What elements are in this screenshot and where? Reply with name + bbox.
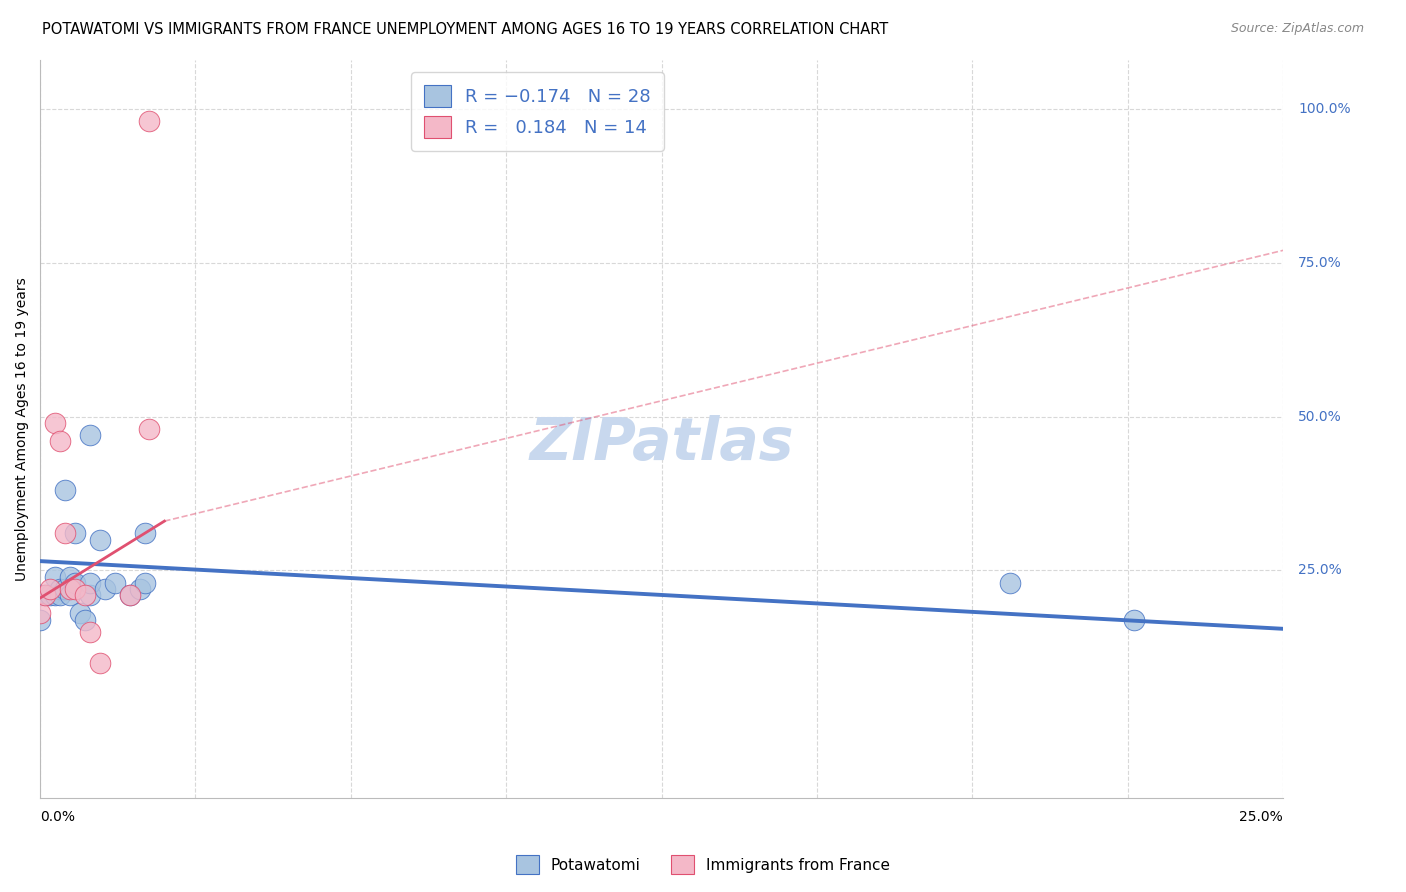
Point bbox=[73, 613, 96, 627]
Point bbox=[73, 588, 96, 602]
Text: 0.0%: 0.0% bbox=[41, 810, 75, 824]
Point bbox=[53, 483, 76, 498]
Y-axis label: Unemployment Among Ages 16 to 19 years: Unemployment Among Ages 16 to 19 years bbox=[15, 277, 30, 581]
Point bbox=[79, 588, 101, 602]
Point bbox=[44, 569, 66, 583]
Point bbox=[79, 428, 101, 442]
Point bbox=[94, 582, 117, 596]
Text: Source: ZipAtlas.com: Source: ZipAtlas.com bbox=[1230, 22, 1364, 36]
Point bbox=[39, 588, 62, 602]
Legend: R = −0.174   N = 28, R =   0.184   N = 14: R = −0.174 N = 28, R = 0.184 N = 14 bbox=[411, 72, 664, 151]
Point bbox=[30, 607, 52, 621]
Point bbox=[59, 582, 82, 596]
Legend: Potawatomi, Immigrants from France: Potawatomi, Immigrants from France bbox=[509, 849, 897, 880]
Text: 75.0%: 75.0% bbox=[1298, 256, 1341, 269]
Point bbox=[44, 416, 66, 430]
Point bbox=[138, 114, 160, 128]
Point bbox=[63, 582, 86, 596]
Point bbox=[1123, 613, 1146, 627]
Point bbox=[134, 575, 156, 590]
Point bbox=[128, 582, 150, 596]
Point bbox=[53, 526, 76, 541]
Point bbox=[69, 607, 91, 621]
Point bbox=[104, 575, 127, 590]
Text: POTAWATOMI VS IMMIGRANTS FROM FRANCE UNEMPLOYMENT AMONG AGES 16 TO 19 YEARS CORR: POTAWATOMI VS IMMIGRANTS FROM FRANCE UNE… bbox=[42, 22, 889, 37]
Point bbox=[89, 533, 111, 547]
Text: 25.0%: 25.0% bbox=[1239, 810, 1284, 824]
Point bbox=[79, 624, 101, 639]
Point bbox=[49, 434, 72, 449]
Point bbox=[49, 588, 72, 602]
Point bbox=[30, 613, 52, 627]
Point bbox=[59, 588, 82, 602]
Point bbox=[138, 422, 160, 436]
Point bbox=[34, 588, 56, 602]
Point bbox=[118, 588, 141, 602]
Point bbox=[44, 588, 66, 602]
Point bbox=[63, 575, 86, 590]
Point bbox=[134, 526, 156, 541]
Point bbox=[118, 588, 141, 602]
Point bbox=[63, 526, 86, 541]
Point bbox=[39, 582, 62, 596]
Point bbox=[89, 656, 111, 670]
Point bbox=[30, 588, 52, 602]
Point bbox=[49, 582, 72, 596]
Text: 25.0%: 25.0% bbox=[1298, 564, 1341, 577]
Point bbox=[59, 569, 82, 583]
Point bbox=[53, 582, 76, 596]
Point bbox=[34, 588, 56, 602]
Text: 50.0%: 50.0% bbox=[1298, 409, 1341, 424]
Text: 100.0%: 100.0% bbox=[1298, 102, 1351, 116]
Text: ZIPatlas: ZIPatlas bbox=[530, 415, 794, 472]
Point bbox=[998, 575, 1021, 590]
Point bbox=[79, 575, 101, 590]
